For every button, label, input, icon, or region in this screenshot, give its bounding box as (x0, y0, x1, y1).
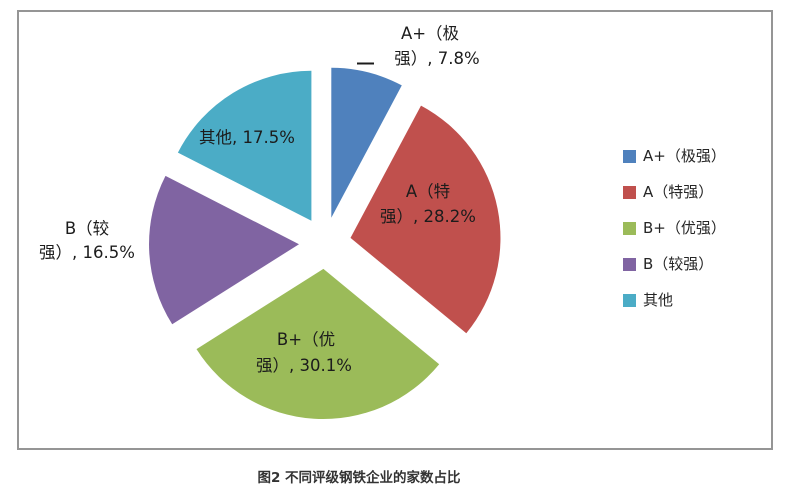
legend-swatch-icon (623, 257, 636, 271)
data-label-other: 其他, 17.5% (199, 128, 295, 147)
data-label-b-plus: B+（优强）, 30.1% (256, 330, 352, 375)
legend-swatch-icon (623, 293, 636, 307)
pie-slice-b (149, 175, 299, 325)
legend-item-b-plus: B+（优强） (623, 218, 726, 238)
pie-slice-b-plus (196, 268, 440, 420)
legend-swatch-icon (623, 185, 636, 199)
data-label-a-plus: A+（极强）, 7.8% (394, 24, 479, 68)
legend-swatch-icon (623, 221, 636, 235)
legend-item-other: 其他 (623, 290, 726, 310)
data-label-a: A（特强）, 28.2% (380, 182, 476, 226)
pie-slice-other (177, 70, 312, 221)
legend-label: B（较强） (643, 255, 714, 273)
legend-item-a: A（特强） (623, 182, 726, 202)
data-label-b: B（较强）, 16.5% (39, 219, 135, 262)
pie-slice-a (350, 105, 501, 334)
legend: A+（极强） A（特强） B+（优强） B（较强） 其他 (623, 146, 726, 326)
legend-label: A（特强） (643, 183, 714, 201)
legend-swatch-icon (623, 149, 636, 163)
legend-item-a-plus: A+（极强） (623, 146, 726, 166)
legend-label: 其他 (643, 291, 674, 309)
pie-slice-a-plus (331, 67, 402, 218)
legend-label: B+（优强） (643, 219, 726, 237)
legend-item-b: B（较强） (623, 254, 726, 274)
legend-label: A+（极强） (643, 147, 726, 165)
figure-caption: 图2 不同评级钢铁企业的家数占比 (257, 470, 461, 486)
